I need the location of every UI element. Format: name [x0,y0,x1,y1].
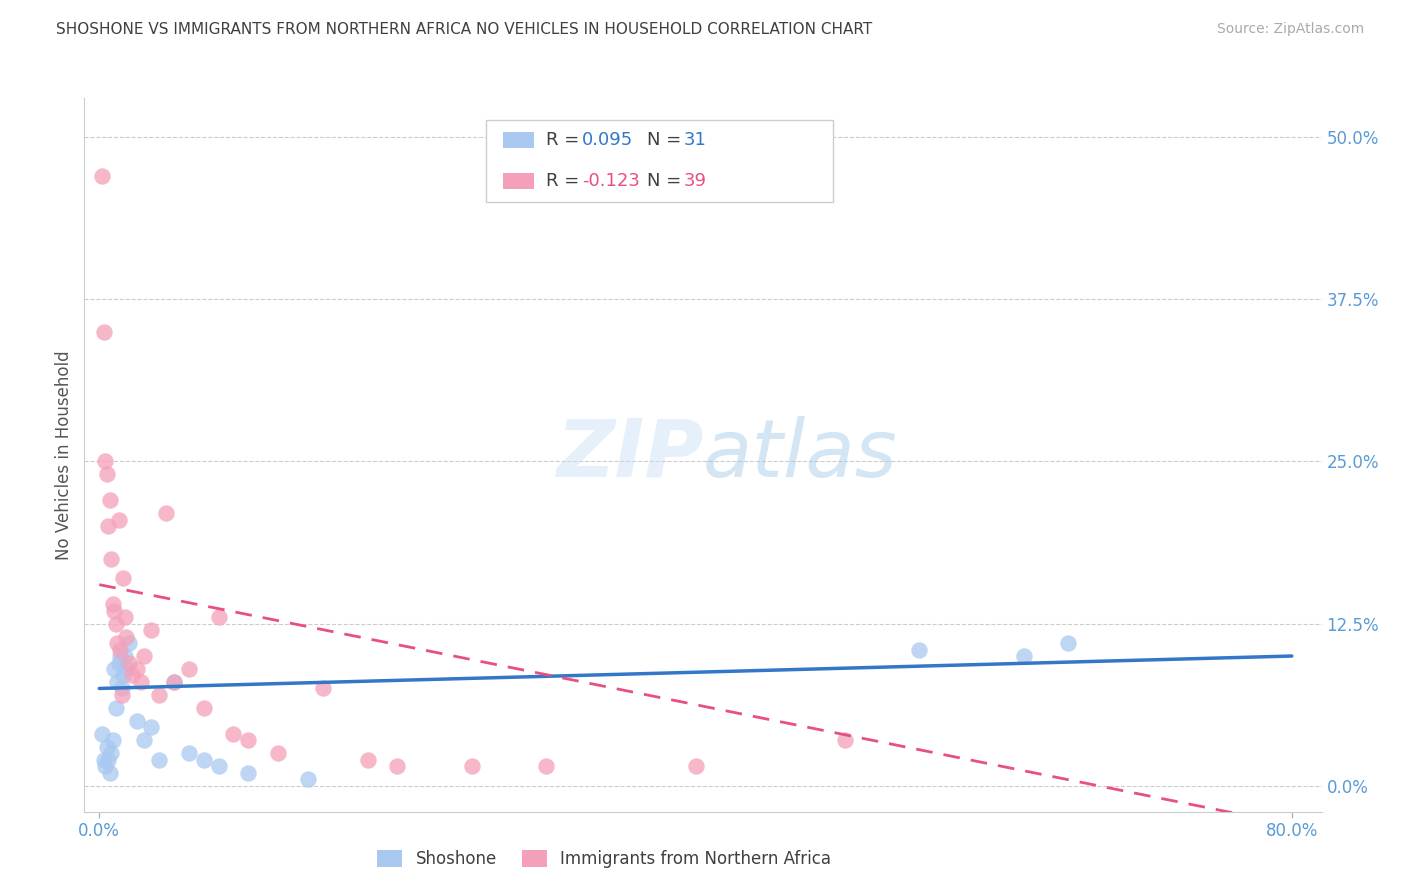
Point [141,623,163,637]
Text: N =: N = [647,131,686,149]
Point [155,506,177,520]
Point [112,571,135,585]
Point [111,688,134,702]
Point [101,597,124,611]
Point [118,656,141,670]
Point [107,656,129,670]
Point [238,765,260,780]
Point [101,733,124,747]
Point [91,727,114,741]
Point [908,642,931,657]
Y-axis label: No Vehicles in Household: No Vehicles in Household [55,350,73,560]
Point [193,753,215,767]
Point [118,636,141,650]
Point [104,616,127,631]
Point [108,642,131,657]
Point [163,675,186,690]
Text: N =: N = [647,172,686,190]
Legend: Shoshone, Immigrants from Northern Africa: Shoshone, Immigrants from Northern Afric… [370,843,838,875]
Point [105,675,128,690]
Point [207,759,229,773]
Text: 39: 39 [683,172,706,190]
Point [356,753,378,767]
Point [222,727,245,741]
Text: 0.095: 0.095 [582,131,633,149]
Text: 31: 31 [683,131,706,149]
Point [103,662,125,676]
Point [125,662,148,676]
Point [115,630,138,644]
Point [148,688,170,702]
Point [94,759,117,773]
Point [93,325,115,339]
Point [297,772,319,787]
Text: R =: R = [546,172,585,190]
Point [97,753,120,767]
Text: -0.123: -0.123 [582,172,640,190]
Point [193,701,215,715]
Point [238,733,260,747]
Point [98,493,121,508]
Point [93,753,115,767]
Point [98,765,121,780]
Point [536,759,558,773]
Point [1057,636,1080,650]
Point [1012,648,1035,663]
Point [94,454,117,468]
Point [115,662,138,676]
Text: SHOSHONE VS IMMIGRANTS FROM NORTHERN AFRICA NO VEHICLES IN HOUSEHOLD CORRELATION: SHOSHONE VS IMMIGRANTS FROM NORTHERN AFR… [56,22,873,37]
Point [207,610,229,624]
Point [100,747,122,761]
Point [114,610,136,624]
Point [97,519,120,533]
Point [685,759,707,773]
Point [387,759,409,773]
Point [177,662,200,676]
Point [312,681,335,696]
Text: atlas: atlas [703,416,898,494]
Point [112,668,135,682]
Point [108,648,131,663]
Text: R =: R = [546,131,585,149]
Point [100,551,122,566]
Text: Source: ZipAtlas.com: Source: ZipAtlas.com [1216,22,1364,37]
Point [125,714,148,728]
Point [148,753,170,767]
Point [132,648,155,663]
Point [103,604,125,618]
Point [129,675,152,690]
Point [91,169,114,183]
Point [111,681,134,696]
Point [96,739,118,754]
Point [105,636,128,650]
Point [114,648,136,663]
Point [104,701,127,715]
Point [132,733,155,747]
Point [461,759,484,773]
Point [163,675,186,690]
Point [141,720,163,734]
Point [834,733,856,747]
Point [96,467,118,482]
Text: ZIP: ZIP [555,416,703,494]
Point [177,747,200,761]
Point [267,747,290,761]
Point [107,513,129,527]
Point [121,668,143,682]
